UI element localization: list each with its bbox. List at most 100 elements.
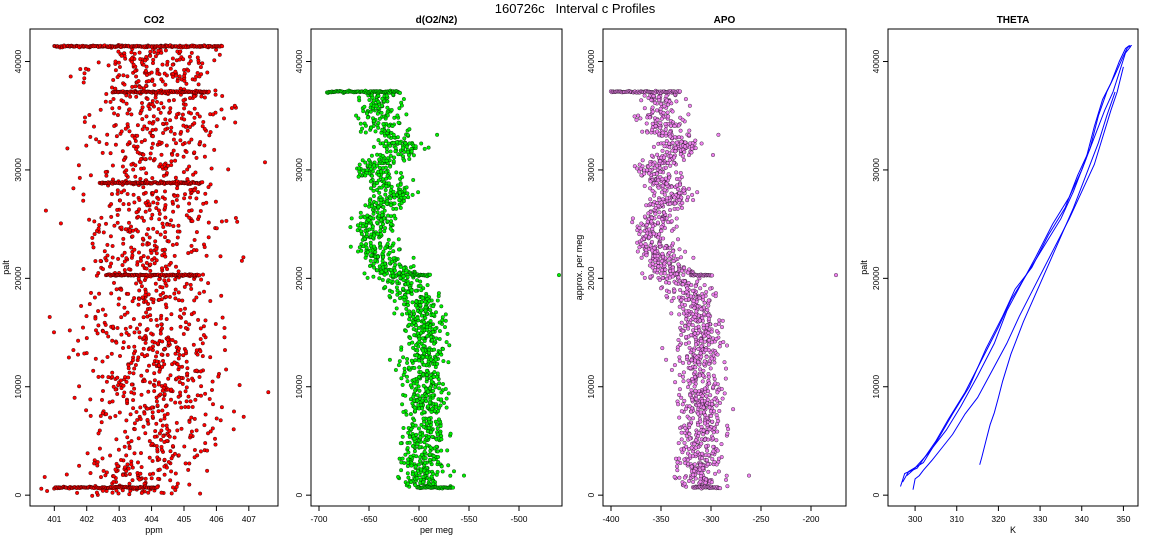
data-point <box>144 54 149 59</box>
data-point <box>157 467 162 472</box>
data-point <box>175 79 180 84</box>
data-point <box>122 312 127 317</box>
data-point <box>682 457 687 462</box>
data-point <box>105 253 110 258</box>
data-point <box>666 172 671 177</box>
data-point <box>722 360 727 365</box>
data-point <box>207 397 212 401</box>
data-point <box>122 259 127 264</box>
data-point <box>184 81 189 86</box>
data-point <box>154 421 159 426</box>
data-point <box>147 120 152 125</box>
data-point <box>659 116 664 121</box>
data-point <box>412 449 417 454</box>
data-point <box>159 428 164 433</box>
data-point <box>137 297 142 302</box>
data-point <box>677 387 682 392</box>
data-point <box>681 306 686 311</box>
data-point <box>715 429 720 434</box>
data-point <box>705 397 710 402</box>
data-point <box>145 327 150 332</box>
data-point <box>178 324 183 329</box>
data-point <box>435 432 440 437</box>
data-point <box>443 318 448 323</box>
data-point <box>89 290 93 295</box>
data-point <box>142 379 147 383</box>
data-point <box>421 383 426 388</box>
data-point <box>662 104 667 109</box>
data-point <box>696 360 701 364</box>
data-point <box>94 137 99 142</box>
data-point <box>667 141 672 146</box>
data-point <box>418 303 423 308</box>
data-point <box>189 243 194 248</box>
data-point <box>674 170 679 175</box>
data-point <box>100 359 105 364</box>
data-point <box>672 155 677 160</box>
x-tick-label: 402 <box>80 514 94 524</box>
data-point <box>369 125 374 130</box>
data-point <box>168 109 172 114</box>
data-point <box>661 236 666 241</box>
data-point <box>647 171 652 176</box>
data-point <box>674 281 678 286</box>
data-point <box>82 120 87 124</box>
data-point <box>659 200 664 205</box>
data-point <box>88 134 93 139</box>
data-point <box>400 456 405 461</box>
data-point <box>151 362 156 367</box>
x-tick-label: 404 <box>144 514 158 524</box>
data-point <box>182 73 187 78</box>
data-point <box>213 92 218 97</box>
data-point <box>697 296 702 301</box>
data-point <box>84 314 89 319</box>
data-point <box>642 106 647 111</box>
data-point <box>71 348 76 353</box>
data-point <box>172 131 177 136</box>
data-point <box>72 395 77 400</box>
data-point <box>432 409 437 413</box>
data-point <box>356 174 361 179</box>
x-tick-label: -500 <box>510 514 527 524</box>
data-point <box>719 387 724 391</box>
data-point <box>84 143 89 148</box>
data-point <box>160 285 165 290</box>
data-point <box>128 94 133 99</box>
data-point <box>203 441 208 446</box>
data-point <box>122 250 127 255</box>
data-point <box>144 171 149 176</box>
data-point <box>376 138 381 143</box>
data-point <box>129 50 134 55</box>
data-point <box>131 317 136 322</box>
data-point <box>400 382 405 387</box>
data-point <box>676 187 680 192</box>
data-point <box>104 258 109 263</box>
data-point <box>428 457 432 462</box>
data-point <box>123 375 128 380</box>
data-point <box>132 51 137 56</box>
data-point <box>157 297 162 302</box>
data-point <box>409 292 414 296</box>
data-point <box>128 325 133 329</box>
data-point <box>645 219 650 224</box>
data-point <box>145 368 150 373</box>
data-point <box>203 191 208 196</box>
data-point <box>673 149 678 154</box>
data-point <box>159 50 164 55</box>
data-point <box>162 392 167 397</box>
data-point <box>181 332 186 336</box>
data-point <box>132 136 137 141</box>
data-point <box>630 216 635 221</box>
data-point <box>641 236 646 241</box>
data-point <box>708 286 713 291</box>
data-point <box>189 286 194 291</box>
data-point <box>121 73 126 78</box>
data-point <box>143 340 148 345</box>
data-point <box>213 88 218 93</box>
data-point <box>119 225 124 230</box>
data-point <box>131 192 136 197</box>
data-point <box>399 460 404 465</box>
data-point <box>214 124 219 129</box>
data-point <box>223 348 227 353</box>
data-point <box>178 307 183 312</box>
